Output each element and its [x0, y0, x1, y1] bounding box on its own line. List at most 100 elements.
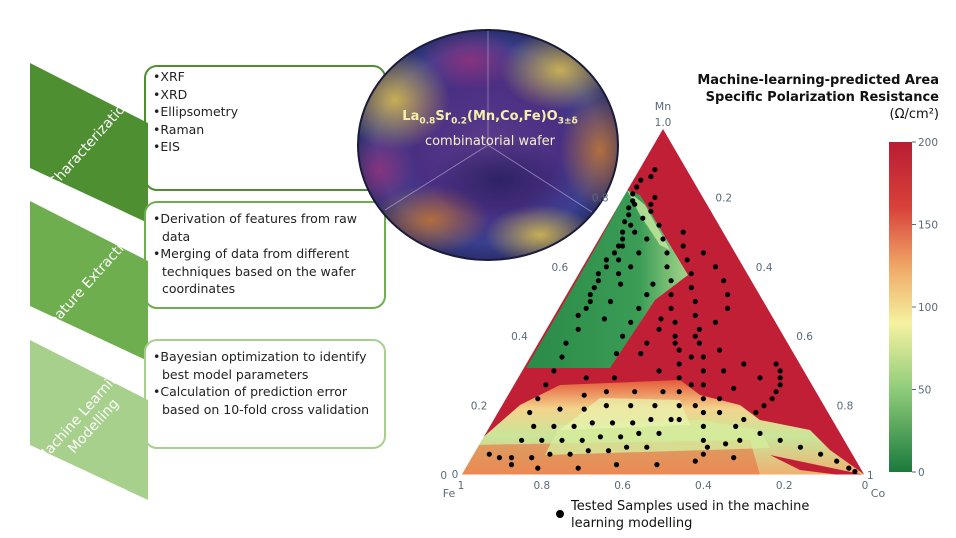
sample-point — [648, 208, 654, 214]
sample-point — [777, 382, 783, 388]
sample-point — [692, 403, 698, 409]
step-1-item: Derivation of features from raw data — [153, 210, 378, 245]
sample-point — [613, 462, 620, 468]
sample-point — [721, 368, 727, 374]
sample-point — [773, 389, 779, 395]
wafer-label: La0.8Sr0.2(Mn,Co,Fe)O3±δ combinatorial w… — [370, 107, 610, 152]
sample-point — [603, 389, 610, 395]
axis-label-fe: Fe — [443, 487, 456, 500]
sample-point — [712, 264, 719, 270]
sample-point — [664, 264, 670, 270]
sample-point — [777, 375, 783, 381]
sample-point — [636, 430, 642, 436]
sample-point — [717, 396, 723, 402]
sample-point — [620, 229, 626, 235]
sample-point — [680, 229, 686, 235]
sample-point — [684, 257, 690, 263]
sample-point — [620, 236, 626, 242]
sample-point — [769, 396, 775, 402]
tick-co: 1 — [867, 470, 874, 482]
tick-fe: 0.6 — [614, 480, 631, 492]
sample-point — [676, 403, 682, 409]
sample-point — [618, 434, 624, 440]
tick-co: 0.6 — [796, 331, 813, 343]
sample-point — [585, 448, 591, 454]
sample-point — [648, 201, 654, 207]
step-0-item: EIS — [153, 138, 378, 156]
sample-point — [567, 451, 573, 457]
sample-point — [777, 437, 783, 443]
sample-point — [717, 347, 723, 353]
wafer-caption: combinatorial wafer — [424, 133, 556, 149]
sample-point — [628, 403, 634, 409]
sample-point — [692, 458, 698, 464]
tick-mn: 0.8 — [592, 192, 609, 204]
colorbar-tick-label: 200 — [918, 137, 938, 149]
sample-point — [632, 229, 638, 235]
step-2-item: Calculation of prediction error based on… — [153, 383, 378, 418]
sample-point — [622, 219, 628, 225]
tick-co: 0.2 — [715, 192, 732, 204]
ternary-ticks: 1.0 0.8 0.6 0.4 0.2 0 0.2 0.4 0.6 0.8 1 1 0.8 0.6 0.4 0… — [440, 117, 873, 492]
tick-fe: 0.8 — [533, 480, 550, 492]
axis-label-mn: Mn — [655, 100, 671, 113]
tick-mn: 0.2 — [471, 401, 488, 413]
sample-point — [688, 354, 694, 360]
sample-point — [676, 361, 682, 367]
sample-point — [688, 382, 694, 388]
sample-point — [696, 326, 703, 332]
sample-point — [603, 264, 610, 270]
sample-point — [587, 292, 593, 298]
sample-point — [547, 451, 553, 457]
sample-point — [587, 298, 593, 305]
wafer-formula: La0.8Sr0.2(Mn,Co,Fe)O3±δ — [402, 109, 578, 127]
colorbar-tick-label: 0 — [918, 467, 925, 479]
tick-co: 0.8 — [837, 401, 854, 413]
sample-point — [636, 305, 642, 311]
sample-point — [654, 462, 660, 468]
sample-point — [595, 278, 602, 284]
sample-point — [508, 462, 515, 468]
sample-point — [632, 201, 638, 207]
sample-point — [624, 444, 630, 450]
step-0-item: XRF — [153, 68, 378, 86]
sample-point — [688, 285, 694, 291]
step-1-item: Merging of data from different technique… — [153, 245, 378, 298]
sample-point — [648, 416, 654, 423]
tick-co: 0.4 — [756, 262, 773, 274]
feature-extraction-list: Derivation of features from raw dataMerg… — [153, 210, 378, 298]
axis-label-co: Co — [871, 487, 886, 500]
sample-point — [731, 385, 737, 391]
sample-point — [597, 434, 604, 440]
sample-point — [626, 212, 632, 218]
sample-point — [559, 354, 565, 360]
sample-point — [725, 292, 731, 298]
step-2-item: Bayesian optimization to identify best m… — [153, 348, 378, 383]
sample-point — [634, 184, 640, 190]
sample-point — [630, 420, 636, 426]
sample-point — [519, 437, 525, 443]
tick-mn: 0.6 — [551, 262, 568, 274]
sample-point — [696, 340, 703, 346]
sample-point — [539, 437, 545, 443]
sample-point — [676, 389, 682, 395]
sample-point — [733, 423, 739, 429]
characterization-list: XRFXRDEllipsometryRamanEIS — [153, 68, 378, 156]
tick-zero: 0 — [452, 469, 459, 481]
sample-point — [628, 319, 634, 325]
sample-point — [692, 333, 698, 339]
sample-point — [660, 236, 666, 242]
sample-point — [620, 333, 626, 339]
sample-point — [607, 298, 614, 305]
sample-point — [672, 340, 678, 346]
legend-dot-icon — [556, 510, 564, 518]
sample-point — [543, 382, 549, 388]
sample-point — [692, 298, 698, 305]
sample-point — [535, 396, 541, 402]
ternary-heatmap — [461, 128, 865, 475]
sample-point — [668, 416, 674, 423]
sample-point — [777, 368, 783, 374]
sample-point — [583, 305, 589, 311]
sample-point — [797, 444, 804, 450]
